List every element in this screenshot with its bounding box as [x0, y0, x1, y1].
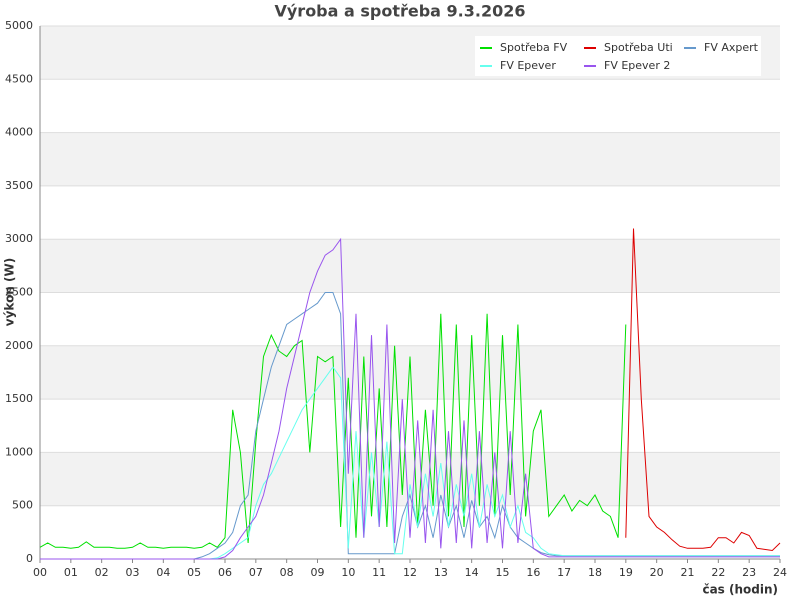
y-tick-label: 2000	[5, 339, 33, 352]
x-tick-label: 08	[280, 566, 294, 579]
legend-box	[475, 36, 761, 76]
x-tick-label: 01	[64, 566, 78, 579]
x-tick-label: 15	[496, 566, 510, 579]
x-tick-label: 00	[33, 566, 47, 579]
legend-label: Spotřeba FV	[500, 41, 568, 54]
legend-label: FV Epever	[500, 59, 556, 72]
x-tick-label: 10	[341, 566, 355, 579]
y-tick-label: 500	[12, 499, 33, 512]
grid-band	[40, 239, 780, 293]
x-tick-label: 11	[372, 566, 386, 579]
x-tick-label: 24	[773, 566, 787, 579]
x-tick-label: 17	[557, 566, 571, 579]
legend-label: FV Axpert	[704, 41, 759, 54]
x-tick-label: 23	[742, 566, 756, 579]
grid-band	[40, 132, 780, 186]
x-tick-label: 12	[403, 566, 417, 579]
y-tick-label: 0	[26, 552, 33, 565]
y-tick-label: 1500	[5, 392, 33, 405]
x-tick-label: 14	[465, 566, 479, 579]
y-tick-label: 5000	[5, 19, 33, 32]
x-tick-label: 05	[187, 566, 201, 579]
x-tick-label: 22	[711, 566, 725, 579]
x-tick-label: 13	[434, 566, 448, 579]
y-tick-label: 2500	[5, 286, 33, 299]
grid-band	[40, 452, 780, 506]
x-tick-label: 21	[681, 566, 695, 579]
legend-label: Spotřeba Uti	[604, 41, 673, 54]
x-axis-label: čas (hodin)	[702, 583, 778, 597]
series-line	[625, 228, 781, 552]
chart-title: Výroba a spotřeba 9.3.2026	[274, 2, 525, 21]
x-tick-label: 04	[156, 566, 170, 579]
y-tick-label: 1000	[5, 445, 33, 458]
x-tick-label: 18	[588, 566, 602, 579]
x-tick-label: 20	[650, 566, 664, 579]
x-tick-label: 19	[619, 566, 633, 579]
x-tick-label: 09	[311, 566, 325, 579]
legend: Spotřeba FV Spotřeba Uti FV Axpert FV Epeve…	[475, 36, 761, 76]
x-tick-label: 07	[249, 566, 263, 579]
series-line	[40, 237, 780, 560]
y-tick-label: 3500	[5, 179, 33, 192]
y-tick-label: 4000	[5, 126, 33, 139]
y-tick-label: 3000	[5, 232, 33, 245]
x-tick-label: 03	[126, 566, 140, 579]
x-tick-label: 16	[526, 566, 540, 579]
x-tick-label: 06	[218, 566, 232, 579]
grid-band	[40, 345, 780, 400]
series-line	[39, 313, 627, 549]
legend-label: FV Epever 2	[604, 59, 670, 72]
series-line	[40, 292, 780, 560]
y-axis-label: výkon (W)	[3, 258, 17, 326]
y-tick-label: 4500	[5, 72, 33, 85]
x-tick-label: 02	[95, 566, 109, 579]
plot-background	[40, 26, 780, 506]
